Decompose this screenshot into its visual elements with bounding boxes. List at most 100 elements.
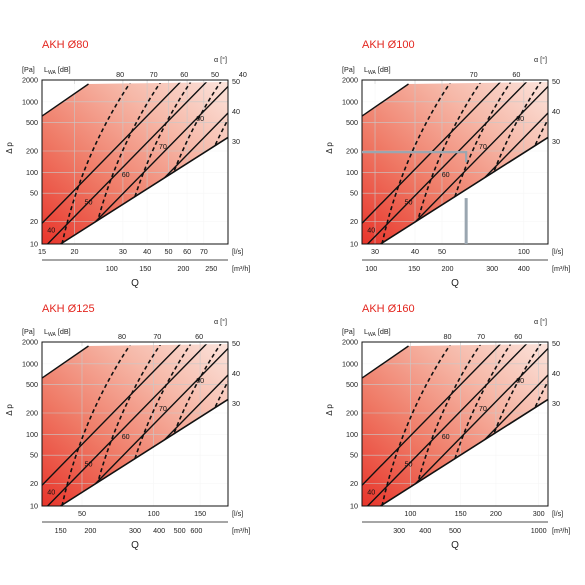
chart-title: AKH Ø160 (362, 303, 415, 315)
x-tick-label-ls: 30 (119, 247, 127, 256)
curve-label: 40 (47, 226, 55, 235)
x-tick-label-ls: 60 (183, 247, 191, 256)
lower-limit-line (380, 136, 549, 245)
y-tick-label: 100 (26, 430, 38, 439)
curve-label: 60 (442, 432, 450, 441)
outside-region (362, 346, 409, 379)
y-axis-label: Δ p (325, 142, 334, 154)
lwa-label: 60 (195, 332, 203, 341)
lwa-unit-label: LWA [dB] (44, 327, 71, 338)
example-dp-line (362, 151, 468, 163)
y-tick-label: 50 (30, 451, 38, 460)
x-tick-label-m3h: 200 (84, 526, 96, 535)
chart-panel-1: AKH Ø100 2000 1000 500 200 100 50 20 10 [Pa] Δ p LW… (325, 39, 570, 289)
chart-panel-3: AKH Ø160 2000 1000 500 200 100 50 20 10 [Pa] Δ p LW… (325, 303, 570, 551)
upper-limit-line (41, 345, 89, 379)
x-unit-ls: [l/s] (232, 247, 243, 256)
alpha-curve (381, 82, 453, 244)
x-unit-ls: [l/s] (232, 509, 243, 518)
curve-label: 50 (405, 460, 413, 469)
y-tick-label: 2000 (22, 76, 38, 85)
x-tick-label-m3h: 300 (129, 526, 141, 535)
lwa-line (362, 82, 548, 244)
upper-limit-line (361, 345, 409, 379)
lwa-label: 60 (512, 70, 520, 79)
x-tick-label-m3h: 150 (408, 264, 420, 273)
x-tick-label-m3h: 200 (177, 264, 189, 273)
chart-title: AKH Ø100 (362, 39, 415, 51)
alpha-unit-label: α [°] (534, 317, 547, 326)
upper-limit-line (41, 83, 89, 117)
y-tick-label: 500 (26, 118, 38, 127)
outside-region (42, 346, 89, 379)
y-axis-label: Δ p (325, 404, 334, 416)
x-tick-label-ls: 15 (38, 247, 46, 256)
curve-label: 50 (405, 198, 413, 207)
x-axis-label: Q (451, 278, 459, 289)
alpha-label: 50 (552, 77, 560, 86)
x-tick-label-m3h: 250 (205, 264, 217, 273)
x-tick-label-ls: 30 (371, 247, 379, 256)
curve-label: 40 (367, 226, 375, 235)
x-tick-label-ls: 70 (200, 247, 208, 256)
lwa-label: 70 (150, 70, 158, 79)
alpha-curve (381, 344, 453, 506)
y-tick-label: 20 (350, 217, 358, 226)
y-tick-label: 10 (350, 502, 358, 511)
lwa-line (362, 344, 548, 506)
x-axis-label: Q (451, 540, 459, 551)
y-tick-label: 50 (30, 189, 38, 198)
lower-limit-line (60, 136, 229, 245)
x-tick-label-ls: 50 (164, 247, 172, 256)
plot-frame (361, 79, 549, 245)
x-unit-m3h: [m³/h] (552, 264, 570, 273)
y-tick-label: 500 (346, 380, 358, 389)
chart-panel-0: AKH Ø80 2000 1000 500 200 100 50 20 10 [Pa] Δ p LWA… (5, 39, 250, 289)
x-tick-label-ls: 50 (438, 247, 446, 256)
y-tick-label: 100 (26, 168, 38, 177)
x-tick-label-m3h: 150 (55, 526, 67, 535)
curve-label: 70 (159, 404, 167, 413)
lower-limit-line (60, 398, 229, 507)
x-tick-label-m3h: 400 (518, 264, 530, 273)
lwa-label: 70 (477, 332, 485, 341)
alpha-label: 30 (552, 137, 560, 146)
y-tick-label: 500 (346, 118, 358, 127)
curve-label: 80 (516, 376, 524, 385)
x-unit-m3h: [m³/h] (232, 264, 250, 273)
y-unit-label: [Pa] (22, 327, 35, 336)
x-unit-ls: [l/s] (552, 247, 563, 256)
plot-frame (41, 79, 229, 245)
x-unit-m3h: [m³/h] (552, 526, 570, 535)
y-tick-label: 2000 (342, 338, 358, 347)
lower-limit-line (380, 398, 549, 507)
lwa-unit-label: LWA [dB] (364, 327, 391, 338)
lwa-line (362, 344, 523, 506)
x-tick-label-m3h: 100 (365, 264, 377, 273)
curve-label: 40 (47, 488, 55, 497)
y-tick-label: 20 (30, 217, 38, 226)
curve-label: 60 (122, 170, 130, 179)
curve-label: 40 (367, 488, 375, 497)
alpha-label: 40 (232, 107, 240, 116)
y-tick-label: 50 (350, 189, 358, 198)
y-tick-label: 100 (346, 430, 358, 439)
y-tick-label: 10 (350, 240, 358, 249)
alpha-label: 50 (232, 77, 240, 86)
x-tick-label-m3h: 300 (393, 526, 405, 535)
x-unit-ls: [l/s] (552, 509, 563, 518)
alpha-label: 30 (552, 399, 560, 408)
y-tick-label: 200 (346, 409, 358, 418)
y-tick-label: 1000 (22, 359, 38, 368)
y-tick-label: 10 (30, 240, 38, 249)
x-tick-label-m3h: 1000 (531, 526, 547, 535)
x-tick-label-m3h: 100 (106, 264, 118, 273)
y-tick-label: 200 (346, 147, 358, 156)
lwa-label: 70 (153, 332, 161, 341)
x-tick-label-ls: 300 (533, 509, 545, 518)
alpha-label: 50 (552, 339, 560, 348)
alpha-curve (61, 82, 133, 244)
lwa-line (362, 82, 523, 244)
chart-panel-2: AKH Ø125 2000 1000 500 200 100 50 20 10 [Pa] Δ p LW… (5, 303, 250, 551)
